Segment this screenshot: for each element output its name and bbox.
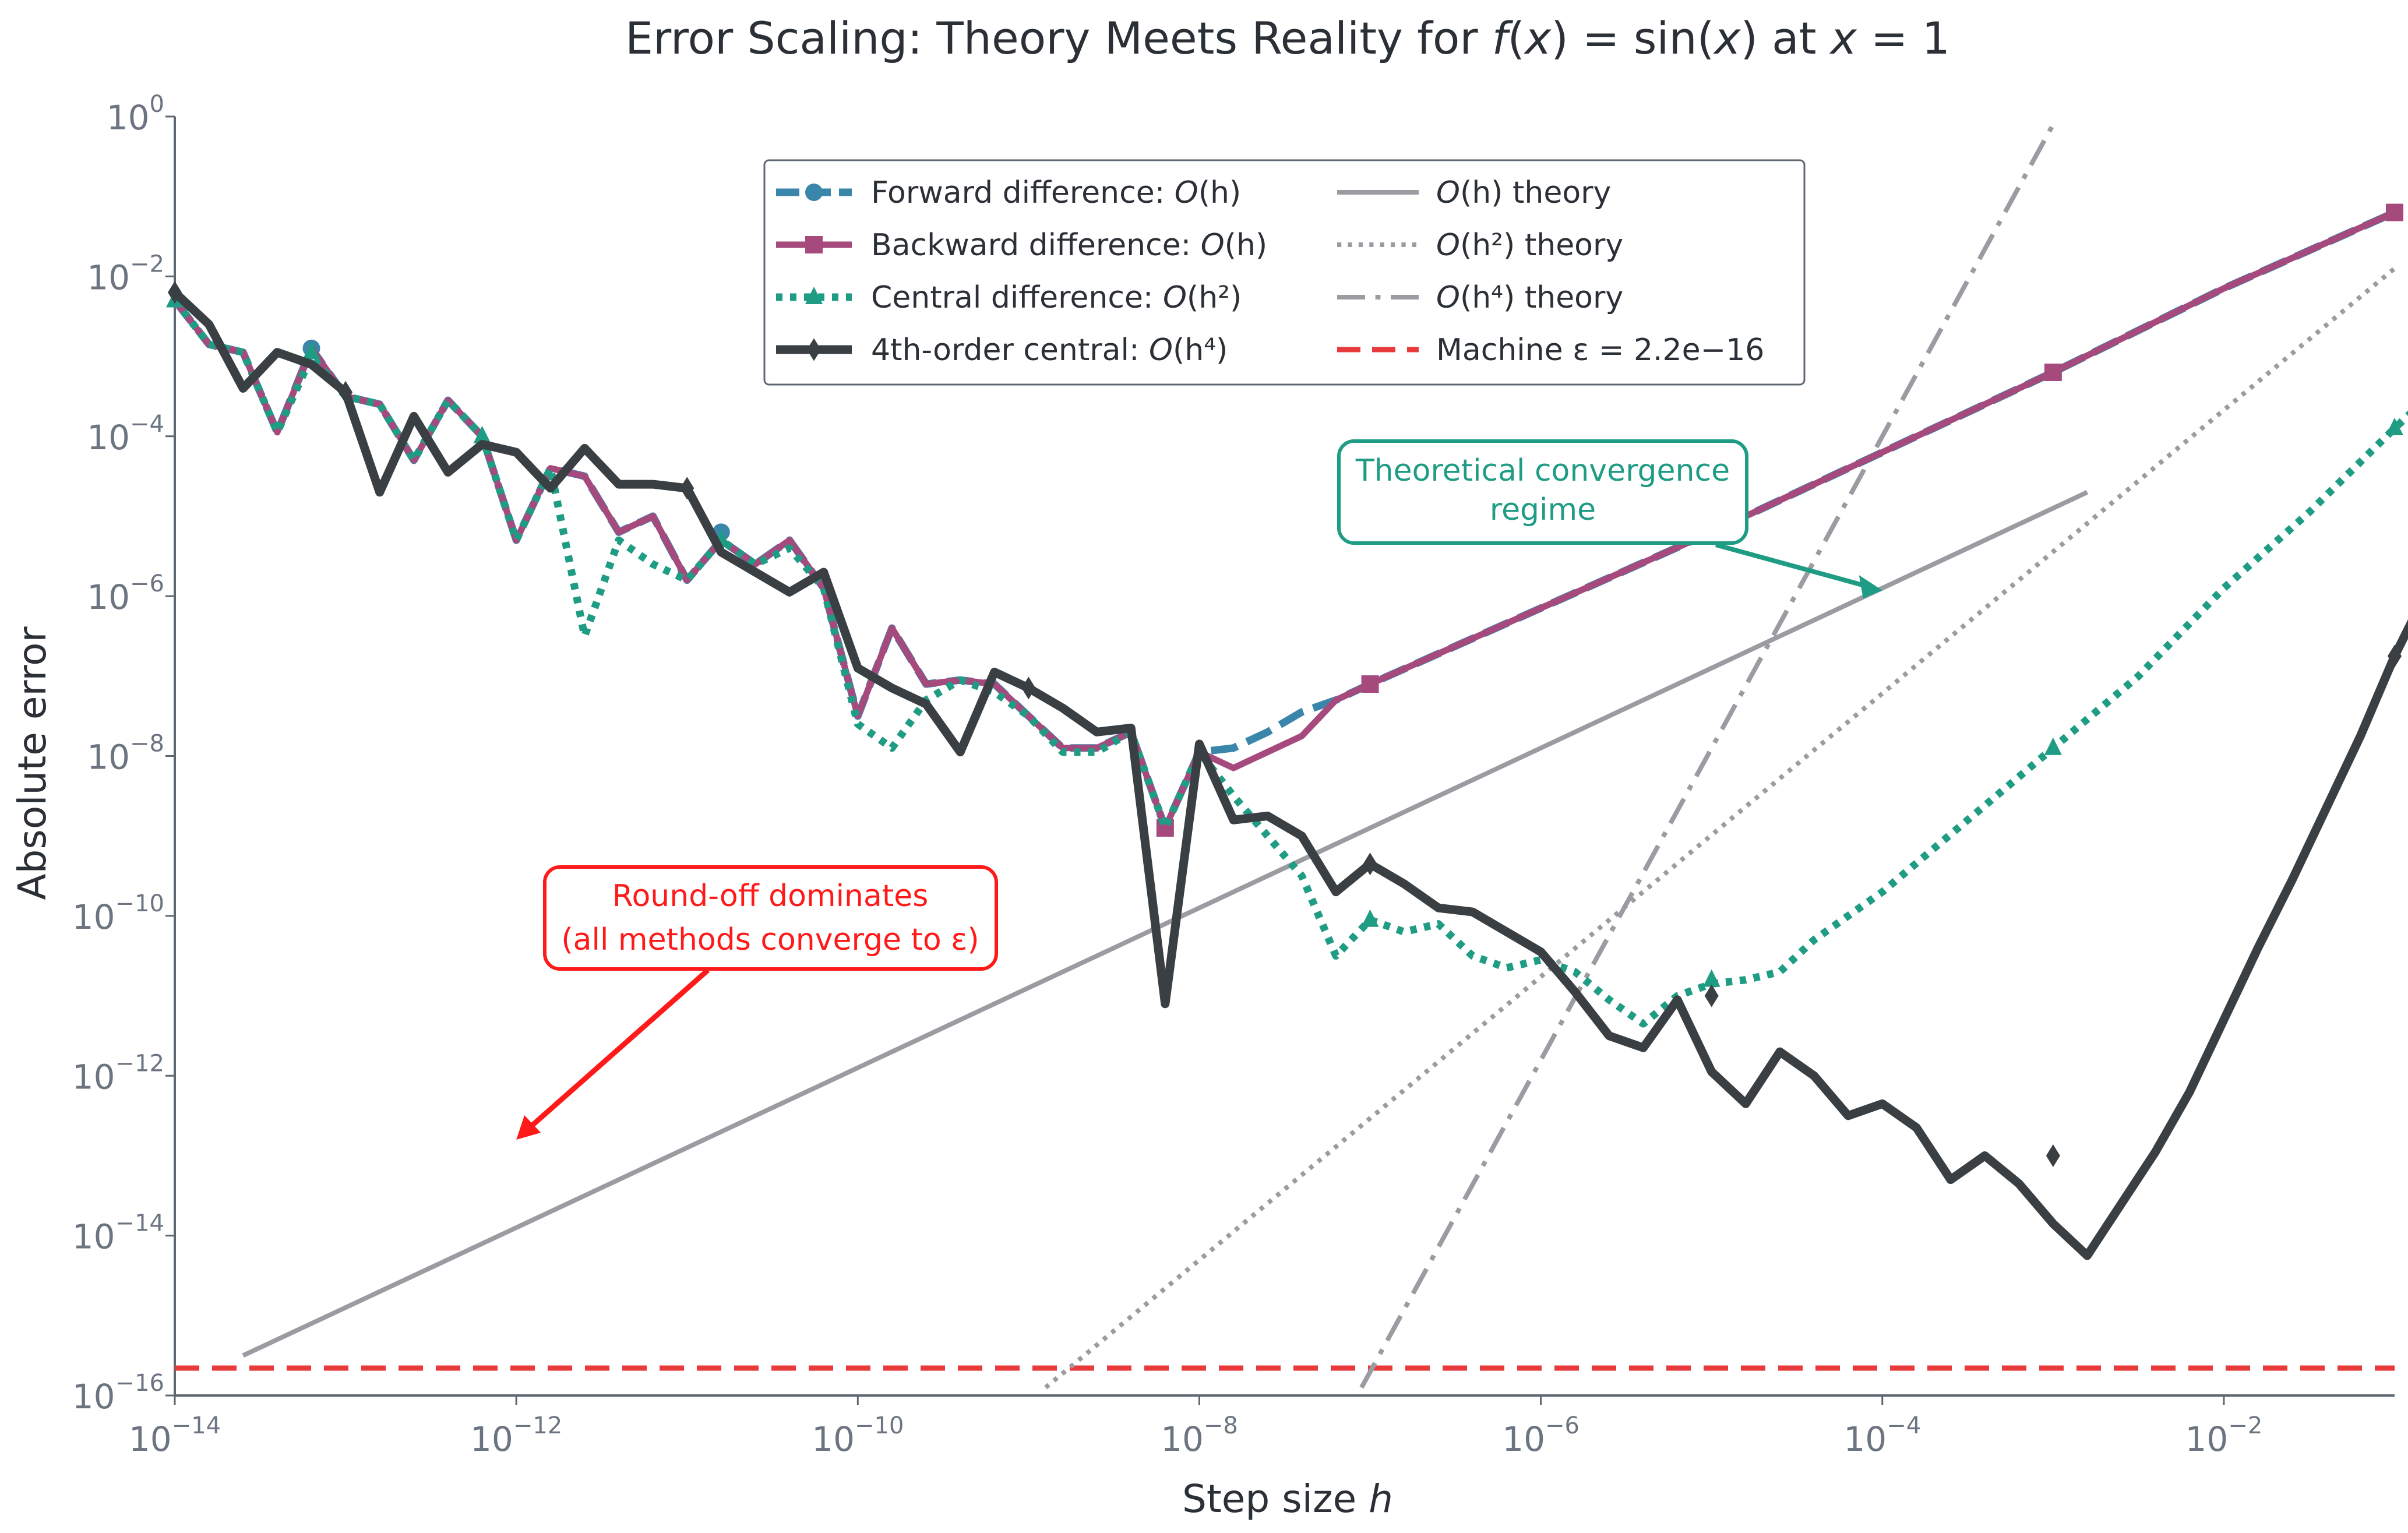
series-marker bbox=[2386, 418, 2403, 436]
roundoff-annotation-box bbox=[543, 865, 998, 971]
legend-label: Backward difference: O(h) bbox=[871, 228, 1267, 263]
chart-title: Error Scaling: Theory Meets Reality for … bbox=[625, 12, 1950, 64]
series-marker bbox=[680, 477, 694, 500]
annotations: Round-off dominates (all methods converge… bbox=[516, 439, 1882, 1140]
series-marker bbox=[2388, 644, 2402, 668]
series-marker bbox=[168, 281, 182, 304]
series-marker bbox=[339, 380, 353, 404]
series-marker bbox=[2044, 364, 2062, 381]
x-tick-label: 10−10 bbox=[812, 1412, 904, 1459]
theory-line bbox=[242, 490, 2089, 1358]
y-tick-label: 10−16 bbox=[72, 1370, 164, 1416]
y-tick-label: 10−14 bbox=[72, 1210, 164, 1257]
legend: Forward difference: O(h) Backward differe… bbox=[763, 159, 1806, 386]
series-marker bbox=[807, 338, 821, 361]
legend-label: Machine ε = 2.2e−16 bbox=[1436, 333, 1764, 368]
convergence-arrowhead bbox=[1859, 575, 1882, 599]
x-tick-label: 10−14 bbox=[129, 1412, 221, 1459]
legend-label: O(h⁴) theory bbox=[1436, 280, 1623, 315]
series-line bbox=[171, 289, 2408, 1260]
series-marker bbox=[1361, 675, 1379, 693]
y-tick-label: 10−10 bbox=[72, 890, 164, 937]
y-tick-label: 100 bbox=[107, 91, 164, 138]
series-marker bbox=[1363, 852, 1377, 876]
legend-label: Central difference: O(h²) bbox=[871, 280, 1242, 315]
convergence-arrow bbox=[1715, 542, 1866, 588]
series-marker bbox=[2044, 737, 2062, 755]
y-tick-label: 10−6 bbox=[87, 570, 164, 617]
x-tick-label: 10−4 bbox=[1843, 1412, 1921, 1459]
y-tick-label: 10−12 bbox=[72, 1050, 164, 1097]
roundoff-annotation-line2: (all methods converge to ε) bbox=[561, 922, 979, 957]
series-line bbox=[171, 298, 2408, 1028]
convergence-annotation-line1: Theoretical convergence bbox=[1355, 453, 1730, 488]
series-marker bbox=[1361, 909, 1379, 927]
roundoff-arrowhead bbox=[516, 1115, 541, 1140]
legend-label: O(h) theory bbox=[1436, 175, 1611, 210]
legend-label: Forward difference: O(h) bbox=[871, 175, 1241, 210]
series-marker bbox=[302, 341, 320, 360]
x-axis-title: Step size h bbox=[1182, 1476, 1393, 1521]
theory-line bbox=[1044, 266, 2396, 1390]
axis-ticks: 10−14 10−12 10−10 10−8 10−6 10−4 10−210−1610−1… bbox=[72, 91, 2263, 1459]
y-axis-title: Absolute error bbox=[10, 626, 55, 900]
series-marker bbox=[805, 236, 823, 253]
x-tick-label: 10−8 bbox=[1161, 1412, 1238, 1459]
legend-label: 4th-order central: O(h⁴) bbox=[871, 333, 1228, 368]
series-marker bbox=[2386, 203, 2403, 221]
convergence-annotation-box bbox=[1337, 439, 1748, 545]
series-marker bbox=[805, 287, 823, 304]
y-tick-label: 10−2 bbox=[87, 251, 164, 297]
x-tick-label: 10−6 bbox=[1502, 1412, 1580, 1459]
series-marker bbox=[805, 184, 823, 201]
series-line bbox=[172, 209, 2396, 831]
series-marker bbox=[1702, 969, 1720, 987]
y-tick-label: 10−8 bbox=[87, 731, 164, 777]
x-tick-label: 10−12 bbox=[470, 1412, 562, 1459]
legend-frame bbox=[763, 159, 1806, 386]
y-tick-label: 10−4 bbox=[87, 411, 164, 457]
series-marker bbox=[1704, 984, 1719, 1007]
theory-line bbox=[1359, 123, 2056, 1389]
roundoff-arrow bbox=[527, 968, 710, 1130]
series-marker bbox=[1021, 676, 1036, 700]
series-marker bbox=[2046, 1144, 2060, 1167]
x-tick-label: 10−2 bbox=[2185, 1412, 2263, 1459]
convergence-annotation-line2: regime bbox=[1490, 492, 1596, 527]
series-marker bbox=[473, 425, 491, 443]
legend-label: O(h²) theory bbox=[1436, 228, 1623, 263]
roundoff-annotation-line1: Round-off dominates bbox=[612, 879, 929, 914]
